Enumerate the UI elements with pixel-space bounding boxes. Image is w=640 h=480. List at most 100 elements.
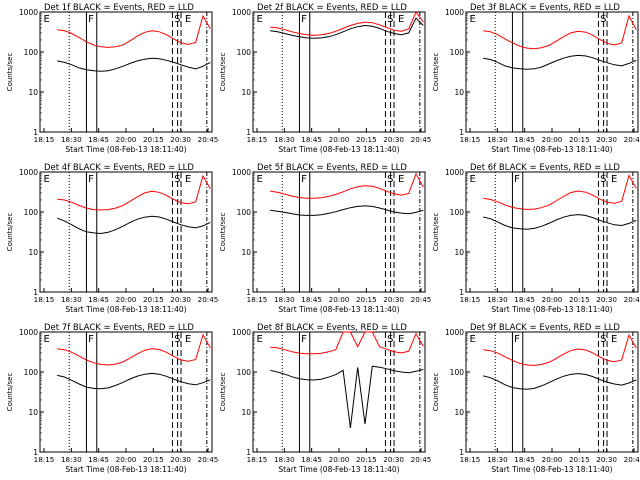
x-tick-label: 20:45 <box>411 455 432 464</box>
x-tick-label: 20:15 <box>569 455 590 464</box>
series-line-lld <box>270 331 424 355</box>
chart-title: Det 5f BLACK = Events, RED = LLD <box>257 163 407 173</box>
series-line-events <box>483 54 637 70</box>
x-tick-label: 18:30 <box>61 135 82 144</box>
x-tick-label: 18:45 <box>88 455 109 464</box>
plot-frame <box>39 11 213 133</box>
chart-title: Det 7f BLACK = Events, RED = LLD <box>44 323 194 333</box>
x-tick-label: 18:30 <box>274 135 295 144</box>
x-tick-label: 18:15 <box>460 295 481 304</box>
marker-letter: E <box>398 14 404 25</box>
chart-panel-2: Det 2f BLACK = Events, RED = LLD 1 10 100 10… <box>219 3 431 154</box>
x-tick-label: 20:00 <box>542 295 563 304</box>
x-tick-label: 18:45 <box>301 295 322 304</box>
marker-letter: S <box>600 334 606 345</box>
y-tick-label: 1000 <box>19 168 38 177</box>
x-tick-label: 20:30 <box>170 135 191 144</box>
plot-frame <box>465 171 639 293</box>
x-tick-label: 20:00 <box>329 295 350 304</box>
y-tick-label: 100 <box>237 48 252 57</box>
marker-letter: F <box>514 334 520 345</box>
y-tick-label: 10 <box>28 408 38 417</box>
marker-letter: E <box>185 14 191 25</box>
x-tick-label: 20:45 <box>411 295 432 304</box>
marker-letter: F <box>301 174 307 185</box>
x-tick-label: 18:15 <box>247 455 268 464</box>
x-tick-label: 20:30 <box>170 295 191 304</box>
x-tick-label: 20:15 <box>356 455 377 464</box>
marker-letter: E <box>256 334 262 345</box>
y-axis-label: Counts/sec <box>432 53 440 92</box>
plot-frame <box>39 171 213 293</box>
series-line-lld <box>57 14 211 48</box>
series-line-lld <box>270 10 424 36</box>
y-tick-label: 1000 <box>232 328 251 337</box>
y-tick-label: 100 <box>450 368 465 377</box>
x-tick-label: 20:45 <box>624 455 640 464</box>
marker-letter: E <box>185 334 191 345</box>
x-tick-label: 18:15 <box>247 295 268 304</box>
y-tick-label: 1 <box>33 128 38 137</box>
x-axis-label: Start Time (08-Feb-13 18:11:40) <box>278 465 399 474</box>
y-axis-label: Counts/sec <box>219 53 227 92</box>
y-axis-label: Counts/sec <box>6 213 14 252</box>
chart-title: Det 2f BLACK = Events, RED = LLD <box>257 3 407 13</box>
chart-panel-9: Det 9f BLACK = Events, RED = LLD 1 10 100 10… <box>432 323 640 474</box>
chart-title: Det 3f BLACK = Events, RED = LLD <box>470 3 620 13</box>
chart-title: Det 1f BLACK = Events, RED = LLD <box>44 3 194 13</box>
marker-letter: E <box>256 14 262 25</box>
x-tick-label: 20:00 <box>542 135 563 144</box>
x-tick-label: 20:15 <box>143 135 164 144</box>
y-tick-label: 1 <box>459 288 464 297</box>
y-tick-label: 1000 <box>232 8 251 17</box>
x-tick-label: 18:15 <box>247 135 268 144</box>
y-tick-label: 10 <box>241 248 251 257</box>
x-tick-label: 20:30 <box>383 455 404 464</box>
x-axis-label: Start Time (08-Feb-13 18:11:40) <box>491 465 612 474</box>
y-tick-label: 1000 <box>445 8 464 17</box>
x-tick-label: 20:30 <box>383 135 404 144</box>
y-axis-label: Counts/sec <box>219 213 227 252</box>
marker-letter: F <box>88 14 94 25</box>
x-tick-label: 20:45 <box>411 135 432 144</box>
series-line-events <box>270 17 424 39</box>
x-tick-label: 18:15 <box>34 455 55 464</box>
x-tick-label: 18:30 <box>487 295 508 304</box>
x-tick-label: 18:30 <box>61 455 82 464</box>
y-tick-label: 100 <box>450 48 465 57</box>
x-tick-label: 20:00 <box>116 295 137 304</box>
x-tick-label: 18:45 <box>88 295 109 304</box>
marker-letter: E <box>398 174 404 185</box>
x-tick-label: 20:15 <box>569 295 590 304</box>
marker-letter: F <box>301 14 307 25</box>
x-axis-label: Start Time (08-Feb-13 18:11:40) <box>491 305 612 314</box>
x-tick-label: 18:15 <box>460 135 481 144</box>
y-tick-label: 10 <box>454 408 464 417</box>
x-tick-label: 20:30 <box>383 295 404 304</box>
series-line-lld <box>57 333 211 366</box>
x-tick-label: 18:30 <box>274 455 295 464</box>
y-tick-label: 10 <box>454 88 464 97</box>
x-tick-label: 18:45 <box>88 135 109 144</box>
x-tick-label: 20:30 <box>596 135 617 144</box>
series-line-events <box>483 373 637 390</box>
marker-letter: S <box>174 334 180 345</box>
x-tick-label: 18:30 <box>487 135 508 144</box>
x-axis-label: Start Time (08-Feb-13 18:11:40) <box>65 465 186 474</box>
marker-letter: E <box>611 174 617 185</box>
series-line-events <box>57 57 211 72</box>
y-tick-label: 10 <box>28 88 38 97</box>
x-tick-label: 20:30 <box>596 295 617 304</box>
marker-letter: F <box>301 334 307 345</box>
y-tick-label: 100 <box>24 48 39 57</box>
plot-frame <box>252 331 426 453</box>
y-axis-label: Counts/sec <box>432 213 440 252</box>
x-tick-label: 18:30 <box>487 455 508 464</box>
chart-title: Det 8f BLACK = Events, RED = LLD <box>257 323 407 333</box>
y-tick-label: 1000 <box>232 168 251 177</box>
x-tick-label: 18:45 <box>301 455 322 464</box>
marker-letter: S <box>387 334 393 345</box>
marker-letter: E <box>398 334 404 345</box>
series-line-lld <box>483 174 637 210</box>
